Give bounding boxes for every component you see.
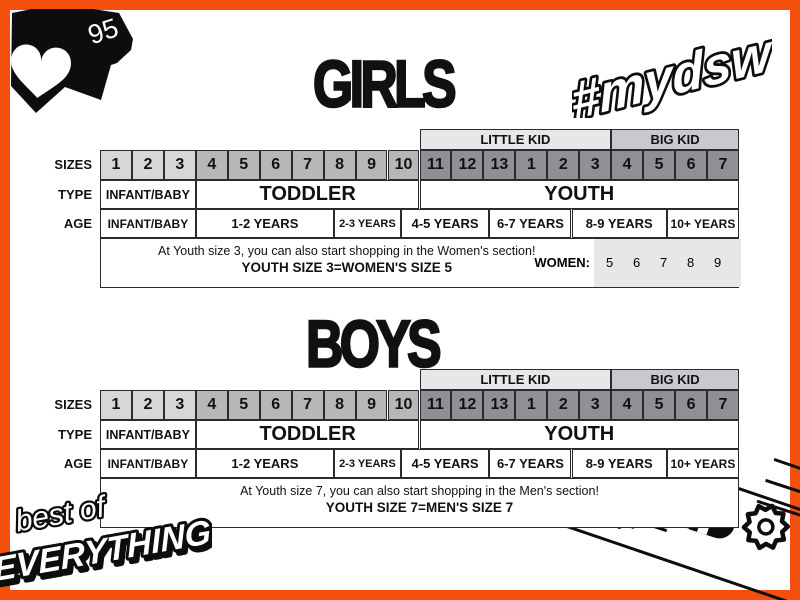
svg-text:best of: best of [13, 490, 110, 539]
svg-text:#mydsw: #mydsw [572, 23, 772, 118]
